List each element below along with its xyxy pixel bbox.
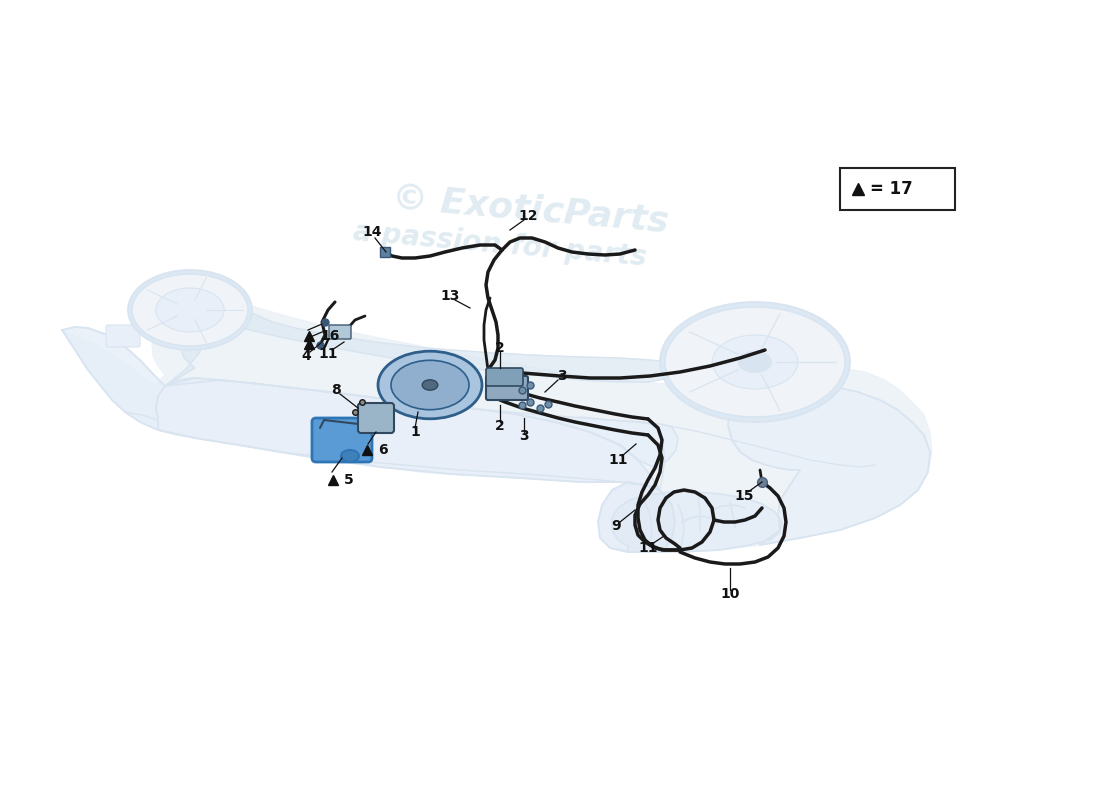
Text: 8: 8 bbox=[331, 383, 341, 397]
Ellipse shape bbox=[666, 307, 845, 417]
Text: 9: 9 bbox=[612, 519, 620, 533]
Text: 4: 4 bbox=[301, 349, 311, 363]
Text: 7: 7 bbox=[320, 337, 330, 351]
Text: 2: 2 bbox=[495, 341, 505, 355]
Text: 10: 10 bbox=[720, 587, 739, 601]
FancyBboxPatch shape bbox=[486, 368, 522, 386]
Text: 11: 11 bbox=[318, 347, 338, 361]
Text: 5: 5 bbox=[344, 473, 354, 487]
Ellipse shape bbox=[378, 351, 482, 419]
Polygon shape bbox=[728, 386, 930, 545]
FancyBboxPatch shape bbox=[329, 325, 351, 339]
Text: 3: 3 bbox=[519, 429, 529, 443]
Text: 15: 15 bbox=[735, 489, 754, 503]
Polygon shape bbox=[62, 297, 932, 552]
Polygon shape bbox=[165, 378, 678, 468]
Text: 2: 2 bbox=[495, 419, 505, 433]
Polygon shape bbox=[156, 378, 660, 490]
Polygon shape bbox=[165, 297, 680, 386]
Ellipse shape bbox=[390, 360, 469, 410]
Text: 14: 14 bbox=[362, 225, 382, 239]
Text: 12: 12 bbox=[518, 209, 538, 223]
Text: 16: 16 bbox=[320, 329, 340, 343]
Ellipse shape bbox=[132, 274, 248, 346]
Text: 3: 3 bbox=[558, 369, 566, 383]
Ellipse shape bbox=[660, 302, 850, 422]
Ellipse shape bbox=[156, 288, 224, 332]
FancyBboxPatch shape bbox=[106, 325, 140, 347]
Ellipse shape bbox=[713, 335, 798, 389]
FancyBboxPatch shape bbox=[358, 403, 394, 433]
Text: 11: 11 bbox=[608, 453, 628, 467]
Text: 11: 11 bbox=[638, 541, 658, 555]
Ellipse shape bbox=[341, 450, 359, 462]
Ellipse shape bbox=[128, 270, 252, 350]
Ellipse shape bbox=[422, 380, 438, 390]
Text: 6: 6 bbox=[378, 443, 387, 457]
FancyBboxPatch shape bbox=[840, 168, 955, 210]
Polygon shape bbox=[598, 482, 675, 552]
Ellipse shape bbox=[738, 351, 771, 373]
Polygon shape bbox=[62, 327, 165, 430]
FancyBboxPatch shape bbox=[486, 376, 528, 400]
Polygon shape bbox=[612, 492, 782, 552]
Text: 13: 13 bbox=[440, 289, 460, 303]
Text: a passion for parts: a passion for parts bbox=[352, 218, 648, 272]
FancyBboxPatch shape bbox=[312, 418, 372, 462]
Text: © ExoticParts: © ExoticParts bbox=[390, 181, 670, 239]
Text: 1: 1 bbox=[410, 425, 420, 439]
Text: = 17: = 17 bbox=[870, 180, 913, 198]
